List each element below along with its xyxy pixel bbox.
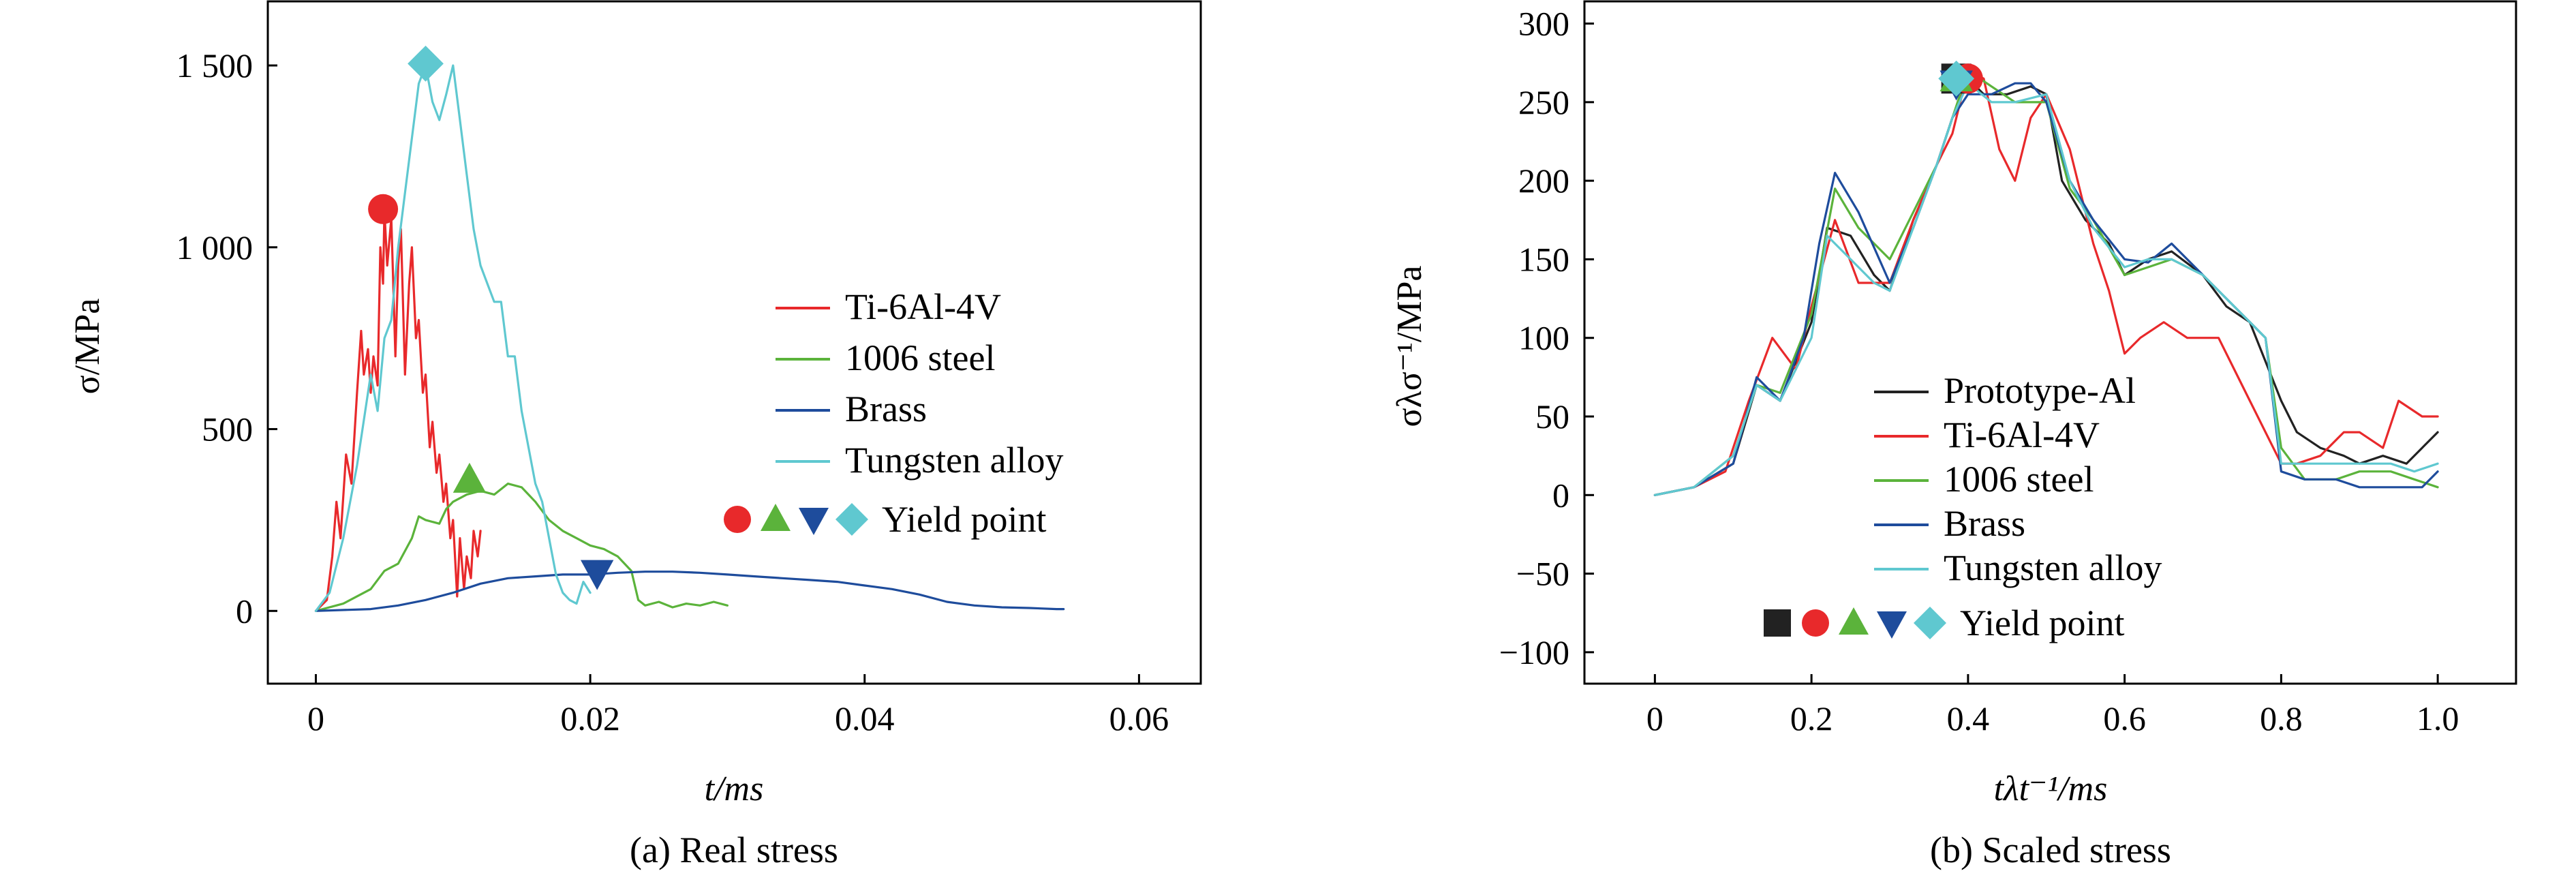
- yield-point-marker: [1938, 60, 1975, 97]
- legend-label: Tungsten alloy: [1944, 547, 2162, 588]
- y-tick-label: 150: [1518, 240, 1569, 278]
- y-tick-label: 0: [236, 592, 253, 630]
- legend-yield-marker: [1877, 611, 1907, 639]
- panel-a-caption: (a) Real stress: [630, 830, 838, 870]
- legend-label: Ti-6Al-4V: [845, 286, 1001, 327]
- y-tick-label: 100: [1518, 319, 1569, 357]
- y-tick-label: 300: [1518, 5, 1569, 43]
- y-tick-label: −50: [1516, 555, 1569, 593]
- series-line-brass: [1653, 82, 2439, 496]
- y-tick-label: 1 000: [177, 228, 254, 267]
- yield-point-marker: [368, 194, 399, 224]
- legend-yield-marker: [1802, 609, 1829, 637]
- legend-label: 1006 steel: [845, 337, 995, 378]
- plot-frame: [266, 0, 1202, 685]
- legend-label: Tungsten alloy: [845, 440, 1064, 481]
- x-tick-label: 0.4: [1947, 699, 1990, 737]
- yield-point-marker: [453, 462, 487, 493]
- x-tick-label: 0: [307, 699, 324, 737]
- yield-point-marker: [408, 45, 444, 82]
- legend-yield-marker: [799, 508, 829, 535]
- panel-a-ylabel: σ/MPa: [68, 299, 107, 395]
- legend-yield-marker: [1914, 607, 1946, 639]
- x-tick-label: 1.0: [2417, 699, 2459, 737]
- x-tick-label: 0: [1646, 699, 1663, 737]
- x-tick-label: 0.8: [2260, 699, 2303, 737]
- legend-label: Brass: [1944, 503, 2025, 544]
- y-tick-label: 0: [1552, 476, 1569, 514]
- panel-b-ylabel: σλσ⁻¹/MPa: [1390, 266, 1429, 427]
- legend-yield-marker: [724, 506, 751, 533]
- legend-yield-marker: [1764, 609, 1791, 637]
- legend-yield-label: Yield point: [882, 499, 1047, 540]
- legend-label: Prototype-Al: [1944, 370, 2136, 411]
- panel-a-real-stress: σ/MPa t/ms (a) Real stress 0 0.02 0.04 0.06…: [68, 0, 1202, 870]
- y-tick-label: 1 500: [177, 46, 254, 85]
- legend-yield-marker: [761, 504, 791, 531]
- x-tick-label: 0.06: [1109, 699, 1169, 737]
- legend-label: Brass: [845, 389, 927, 429]
- series-line-brass: [314, 571, 1065, 612]
- panel-b-caption: (b) Scaled stress: [1930, 830, 2171, 870]
- legend-label: Ti-6Al-4V: [1944, 414, 2100, 455]
- x-tick-label: 0.04: [835, 699, 895, 737]
- y-tick-label: 500: [202, 410, 253, 448]
- y-tick-label: 200: [1518, 162, 1569, 200]
- x-tick-label: 0.2: [1790, 699, 1833, 737]
- yield-point-marker: [580, 560, 614, 590]
- legend-yield-marker: [835, 503, 868, 536]
- series-line-tungsten-alloy: [314, 64, 592, 612]
- panel-a-xlabel: t/ms: [705, 770, 764, 808]
- series-line-ti-6al-4v: [314, 209, 482, 612]
- series-line-tungsten-alloy: [1653, 82, 2439, 496]
- legend-yield-marker: [1839, 607, 1869, 635]
- y-tick-label: 250: [1518, 83, 1569, 121]
- y-tick-label: −100: [1499, 633, 1569, 671]
- x-tick-label: 0.6: [2103, 699, 2146, 737]
- panel-b-xlabel: tλt⁻¹/ms: [1994, 770, 2108, 808]
- legend-yield-label: Yield point: [1960, 603, 2125, 643]
- x-tick-label: 0.02: [560, 699, 620, 737]
- panel-b-scaled-stress: σλσ⁻¹/MPa tλt⁻¹/ms (b) Scaled stress 0 0.…: [1390, 0, 2517, 870]
- plot-frame: [1583, 0, 2517, 685]
- series-line-1006-steel: [314, 483, 729, 612]
- legend-label: 1006 steel: [1944, 459, 2094, 500]
- y-tick-label: 50: [1535, 397, 1569, 436]
